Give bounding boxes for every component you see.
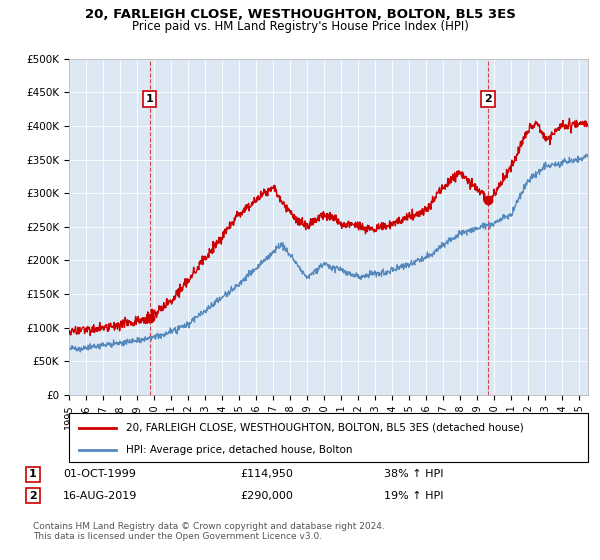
Text: 01-OCT-1999: 01-OCT-1999 bbox=[63, 469, 136, 479]
Text: HPI: Average price, detached house, Bolton: HPI: Average price, detached house, Bolt… bbox=[126, 445, 353, 455]
Text: 1: 1 bbox=[29, 469, 37, 479]
Text: Contains HM Land Registry data © Crown copyright and database right 2024.
This d: Contains HM Land Registry data © Crown c… bbox=[33, 522, 385, 542]
Text: £114,950: £114,950 bbox=[240, 469, 293, 479]
Text: 1: 1 bbox=[146, 94, 154, 104]
Text: 16-AUG-2019: 16-AUG-2019 bbox=[63, 491, 137, 501]
Text: 2: 2 bbox=[484, 94, 492, 104]
Text: £290,000: £290,000 bbox=[240, 491, 293, 501]
Text: 20, FARLEIGH CLOSE, WESTHOUGHTON, BOLTON, BL5 3ES (detached house): 20, FARLEIGH CLOSE, WESTHOUGHTON, BOLTON… bbox=[126, 423, 524, 433]
FancyBboxPatch shape bbox=[69, 413, 588, 462]
Text: 38% ↑ HPI: 38% ↑ HPI bbox=[384, 469, 443, 479]
Text: 19% ↑ HPI: 19% ↑ HPI bbox=[384, 491, 443, 501]
Text: Price paid vs. HM Land Registry's House Price Index (HPI): Price paid vs. HM Land Registry's House … bbox=[131, 20, 469, 32]
Text: 2: 2 bbox=[29, 491, 37, 501]
Text: 20, FARLEIGH CLOSE, WESTHOUGHTON, BOLTON, BL5 3ES: 20, FARLEIGH CLOSE, WESTHOUGHTON, BOLTON… bbox=[85, 8, 515, 21]
